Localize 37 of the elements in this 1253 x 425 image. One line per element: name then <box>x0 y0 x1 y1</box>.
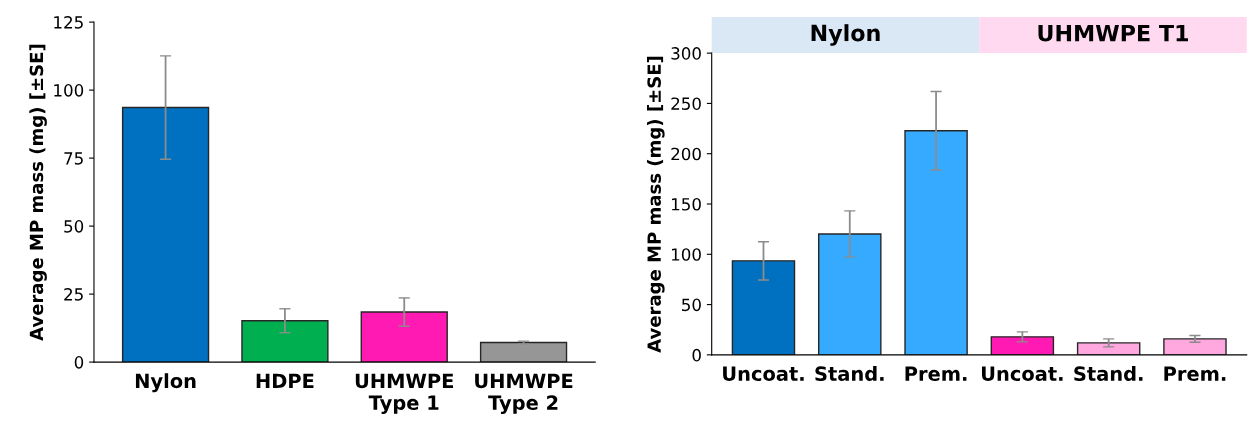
y-tick-label: 25 <box>64 288 83 301</box>
y-tick-label: 100 <box>54 84 84 97</box>
x-tick-label: UHMWPE Type 1 <box>355 373 454 414</box>
x-tick-label: Prem. <box>1164 366 1226 382</box>
x-tick-label: HDPE <box>256 373 314 388</box>
y-axis-title: Average MP mass (mg) [±SE] <box>29 44 47 341</box>
bar <box>479 341 568 363</box>
text: UHMWPE T1 <box>1038 24 1188 42</box>
y-tick-label: 200 <box>671 147 701 161</box>
x-tick-label: Prem. <box>905 366 967 382</box>
y-tick-label: 0 <box>74 356 84 369</box>
y-tick-label: 250 <box>671 97 701 110</box>
y-axis-title: Average MP mass (mg) [±SE] <box>647 56 665 353</box>
x-tick-label: Uncoat. <box>723 366 804 382</box>
y-tick-label: 50 <box>64 220 84 233</box>
bar <box>731 260 796 355</box>
y-tick-label: 100 <box>672 248 701 261</box>
bar <box>360 311 448 363</box>
bar <box>990 336 1055 355</box>
y-tick-label: 300 <box>671 47 701 60</box>
y-tick-label: 50 <box>682 298 701 312</box>
text: Nylon <box>811 24 880 46</box>
x-tick-label: Uncoat. <box>981 366 1063 382</box>
bar <box>241 320 329 363</box>
y-tick-label: 125 <box>54 16 83 29</box>
bar <box>818 233 882 355</box>
bar <box>1163 338 1227 355</box>
x-tick-label: Nylon <box>135 373 196 393</box>
bar <box>1076 342 1141 355</box>
bar <box>904 130 968 355</box>
y-tick-label: 150 <box>672 197 701 211</box>
y-tick-label: 0 <box>692 348 701 362</box>
bar <box>121 106 210 363</box>
x-tick-label: UHMWPE Type 2 <box>475 373 573 414</box>
x-tick-label: Stand. <box>1074 365 1143 382</box>
x-tick-label: Stand. <box>815 365 884 382</box>
y-tick-label: 75 <box>64 152 83 165</box>
